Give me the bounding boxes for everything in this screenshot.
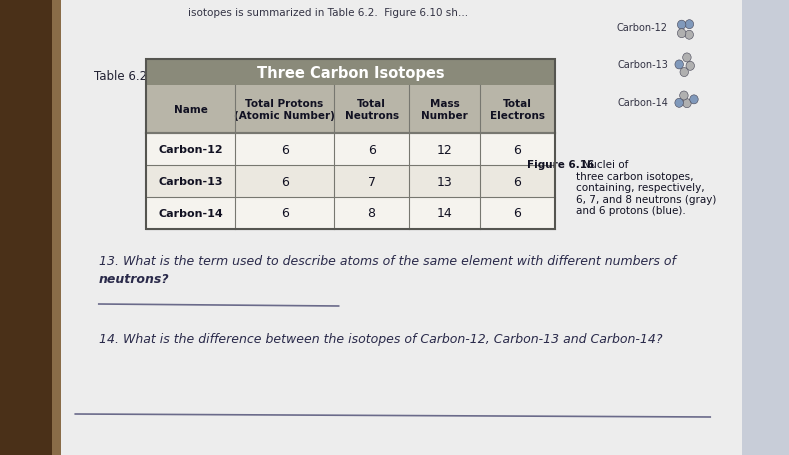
Bar [146,134,555,166]
Circle shape [678,30,686,39]
Bar [146,60,555,86]
Text: 12: 12 [436,143,452,156]
Text: Carbon-12: Carbon-12 [158,145,222,155]
Text: 6: 6 [514,175,522,188]
Circle shape [675,61,683,70]
Text: 6: 6 [281,143,289,156]
Text: Name: Name [174,105,208,115]
Text: Carbon-13: Carbon-13 [159,177,222,187]
Bar [146,166,555,197]
Text: Carbon-14: Carbon-14 [617,98,668,108]
Bar [0,0,64,455]
Text: 14. What is the difference between the isotopes of Carbon-12, Carbon-13 and Carb: 14. What is the difference between the i… [99,332,662,345]
Text: Total Protons
(Atomic Number): Total Protons (Atomic Number) [234,99,335,121]
Text: Carbon-14: Carbon-14 [158,208,222,218]
Text: Three Carbon Isotopes: Three Carbon Isotopes [256,66,444,81]
Bar [52,0,75,455]
Text: 7: 7 [368,175,376,188]
Text: Table 6.2: Table 6.2 [94,70,148,83]
Text: 13: 13 [436,175,452,188]
Text: Carbon-13: Carbon-13 [617,60,668,70]
Circle shape [682,100,691,108]
Text: 6: 6 [514,207,522,220]
Circle shape [685,20,694,30]
Text: 13. What is the term used to describe atoms of the same element with different n: 13. What is the term used to describe at… [99,254,675,268]
Text: Figure 6.16: Figure 6.16 [527,160,594,170]
Text: Carbon-12: Carbon-12 [617,23,668,33]
Circle shape [686,62,694,71]
Bar [146,60,555,229]
Text: 6: 6 [368,143,376,156]
Circle shape [679,92,688,101]
Circle shape [675,99,683,108]
Text: 6: 6 [281,175,289,188]
Bar [146,86,555,134]
Text: 6: 6 [281,207,289,220]
Text: Total
Neutrons: Total Neutrons [345,99,398,121]
Circle shape [678,21,686,30]
Text: Mass
Number: Mass Number [421,99,468,121]
Bar [146,197,555,229]
Text: Nuclei of
three carbon isotopes,
containing, respectively,
6, 7, and 8 neutrons : Nuclei of three carbon isotopes, contain… [576,160,716,216]
Text: isotopes is summarized in Table 6.2.  Figure 6.10 sh…: isotopes is summarized in Table 6.2. Fig… [188,8,469,18]
Text: 6: 6 [514,143,522,156]
Circle shape [680,68,689,77]
Circle shape [685,31,694,40]
Text: 8: 8 [368,207,376,220]
Text: 14: 14 [436,207,452,220]
Circle shape [682,54,691,63]
Circle shape [690,96,698,105]
Text: Total
Electrons: Total Electrons [490,99,545,121]
Text: neutrons?: neutrons? [99,273,170,285]
